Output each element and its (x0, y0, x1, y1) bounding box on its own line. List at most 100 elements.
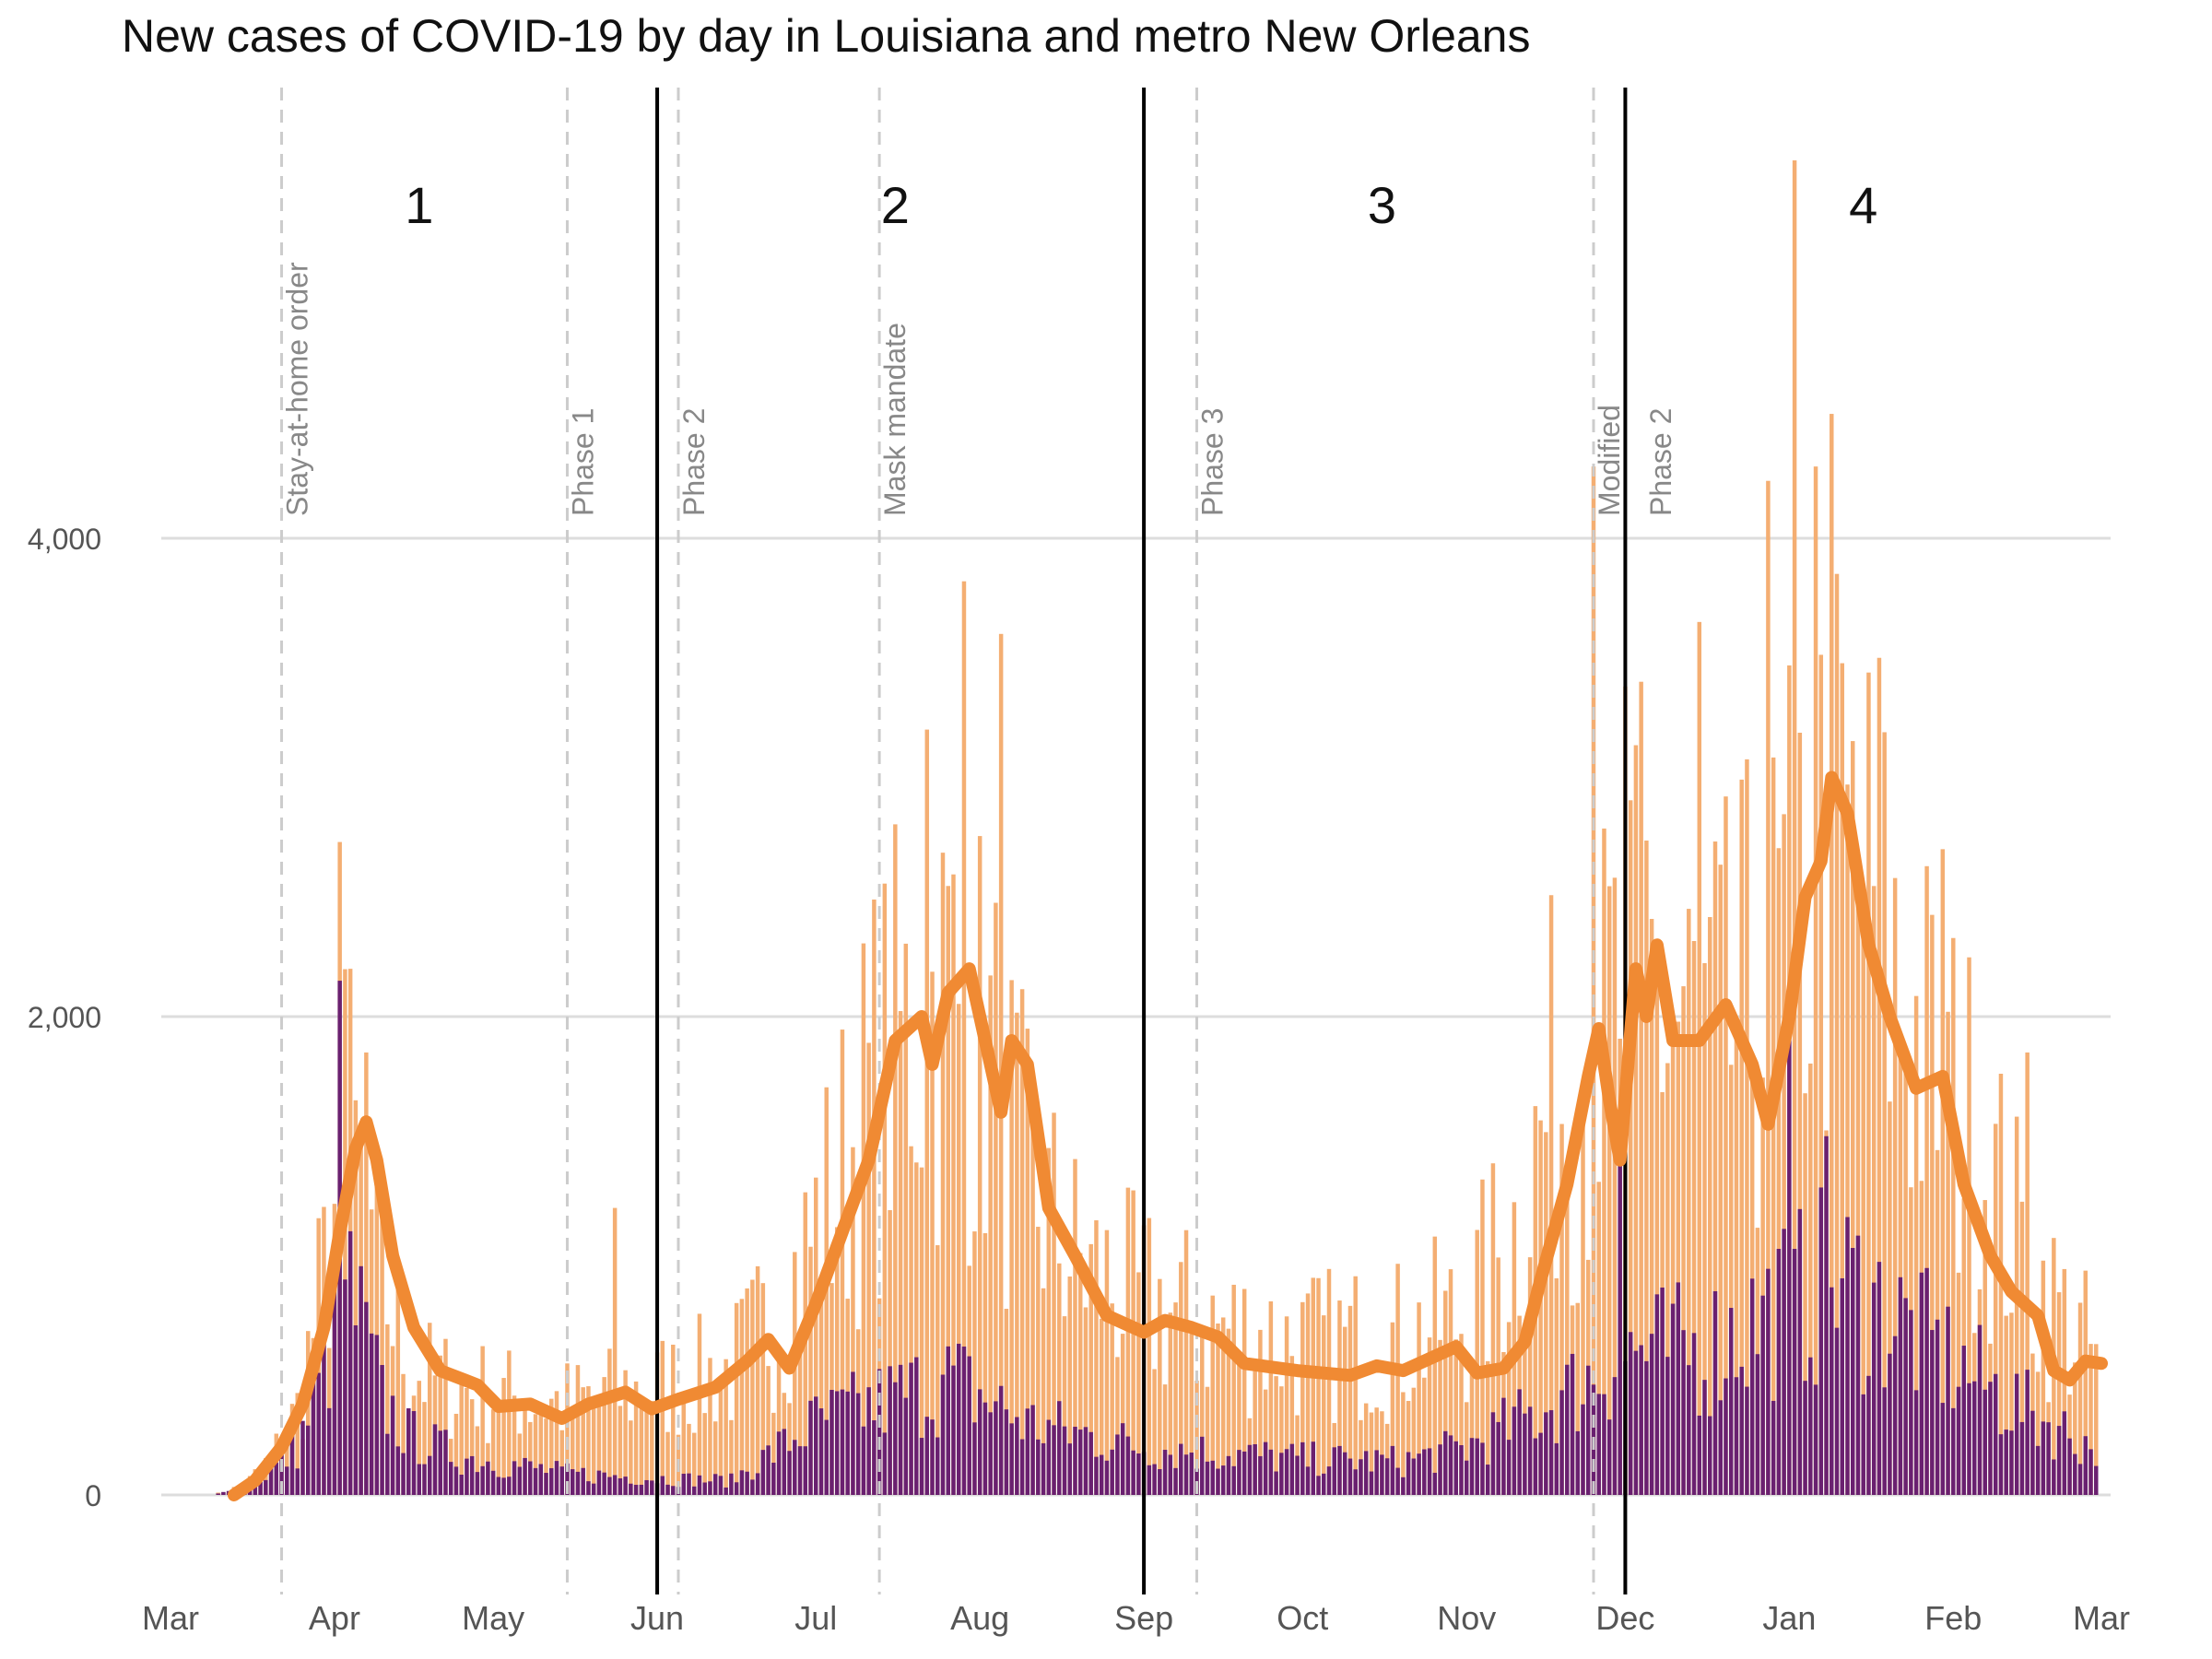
period-label: 2 (881, 176, 910, 234)
metro-bar (861, 1426, 866, 1495)
metro-bar (1533, 1438, 1538, 1495)
state-bar (1390, 1322, 1395, 1495)
metro-bar (1888, 1353, 1892, 1495)
metro-bar (650, 1480, 654, 1495)
metro-bar (1380, 1454, 1384, 1495)
state-bar (1697, 621, 1702, 1495)
state-bar (1046, 1147, 1052, 1495)
metro-bar (1158, 1469, 1162, 1495)
state-bar (888, 1210, 892, 1495)
state-bar (687, 1423, 691, 1495)
state-bar (1104, 1230, 1110, 1495)
metro-bar (771, 1463, 776, 1495)
state-bar (2004, 1315, 2008, 1495)
metro-bar (1818, 1187, 1824, 1495)
metro-bar (1702, 1380, 1707, 1495)
state-bar (1173, 1302, 1178, 1495)
state-bar (671, 1344, 676, 1495)
state-bar (1480, 1179, 1485, 1495)
metro-bar (988, 1412, 993, 1495)
metro-bar (1205, 1461, 1210, 1495)
metro-bar (1025, 1408, 1030, 1495)
metro-bar (877, 1369, 882, 1495)
metro-bar (1279, 1453, 1284, 1495)
metro-bar (882, 1432, 888, 1495)
state-bar (1903, 1067, 1908, 1495)
metro-bar (972, 1422, 977, 1495)
state-bar (1342, 1326, 1347, 1495)
metro-bar (1480, 1442, 1485, 1495)
metro-bar (486, 1461, 490, 1495)
metro-bar (475, 1472, 480, 1495)
metro-bar (1427, 1448, 1432, 1495)
state-bar (1830, 414, 1834, 1495)
metro-bar (1845, 1217, 1850, 1495)
metro-bar (1527, 1406, 1533, 1495)
metro-bar (1322, 1473, 1326, 1495)
state-bar (1052, 1112, 1056, 1495)
state-bar (443, 1338, 448, 1495)
metro-bar (1892, 1335, 1898, 1495)
metro-bar (702, 1482, 707, 1495)
y-tick-label: 2,000 (28, 1001, 101, 1034)
state-bar (660, 1340, 665, 1495)
state-bar (903, 943, 909, 1495)
metro-bar (2019, 1421, 2025, 1495)
state-bar (1110, 1303, 1114, 1495)
metro-bar (633, 1485, 639, 1495)
state-bar (1766, 480, 1771, 1495)
metro-bar (1877, 1262, 1882, 1495)
metro-bar (697, 1475, 702, 1495)
metro-bar (385, 1433, 390, 1495)
state-bar (1417, 1302, 1421, 1495)
metro-bar (554, 1461, 559, 1495)
state-bar (2041, 1260, 2046, 1495)
state-bar (554, 1391, 559, 1495)
state-bar (940, 853, 946, 1495)
state-bar (1009, 980, 1014, 1495)
state-bar (1062, 1316, 1067, 1495)
metro-bar (432, 1424, 438, 1495)
metro-bar (2035, 1445, 2041, 1495)
state-bar (528, 1421, 533, 1495)
state-bar (1490, 1163, 1496, 1495)
state-bar (2088, 1344, 2093, 1495)
state-bar (1559, 1124, 1564, 1495)
state-bar (2009, 1312, 2014, 1495)
state-bar (2019, 1201, 2025, 1495)
metro-bar (1168, 1454, 1173, 1495)
state-bar (718, 1378, 724, 1495)
state-bar (1189, 1322, 1194, 1495)
state-bar (697, 1313, 702, 1495)
x-tick-label: Mar (142, 1599, 199, 1637)
state-bar (1724, 796, 1728, 1495)
state-bar (724, 1359, 728, 1495)
metro-bar (1570, 1353, 1575, 1495)
metro-bar (1453, 1441, 1458, 1495)
state-bar (1760, 1077, 1765, 1495)
x-tick-label: Sep (1114, 1599, 1173, 1637)
metro-bar (453, 1466, 459, 1495)
metro-bar (1057, 1401, 1062, 1495)
metro-bar (639, 1484, 644, 1495)
state-bar (1506, 1322, 1512, 1495)
metro-bar (1401, 1477, 1406, 1495)
metro-bar (401, 1453, 406, 1495)
metro-bar (1935, 1319, 1940, 1495)
state-bar (2094, 1344, 2099, 1495)
metro-bar (755, 1473, 760, 1495)
metro-bar (1390, 1445, 1395, 1495)
state-bar (1004, 1309, 1009, 1495)
metro-bar (1406, 1452, 1411, 1495)
metro-bar (1448, 1435, 1453, 1495)
state-bar (1712, 841, 1718, 1495)
state-bar (834, 1227, 840, 1495)
metro-bar (712, 1474, 718, 1495)
state-bar (1654, 970, 1660, 1495)
state-bar (814, 1177, 818, 1495)
metro-bar (1581, 1404, 1585, 1495)
metro-bar (1062, 1426, 1067, 1495)
state-bar (808, 1246, 813, 1495)
metro-bar (2067, 1438, 2072, 1495)
metro-bar (316, 1372, 321, 1495)
